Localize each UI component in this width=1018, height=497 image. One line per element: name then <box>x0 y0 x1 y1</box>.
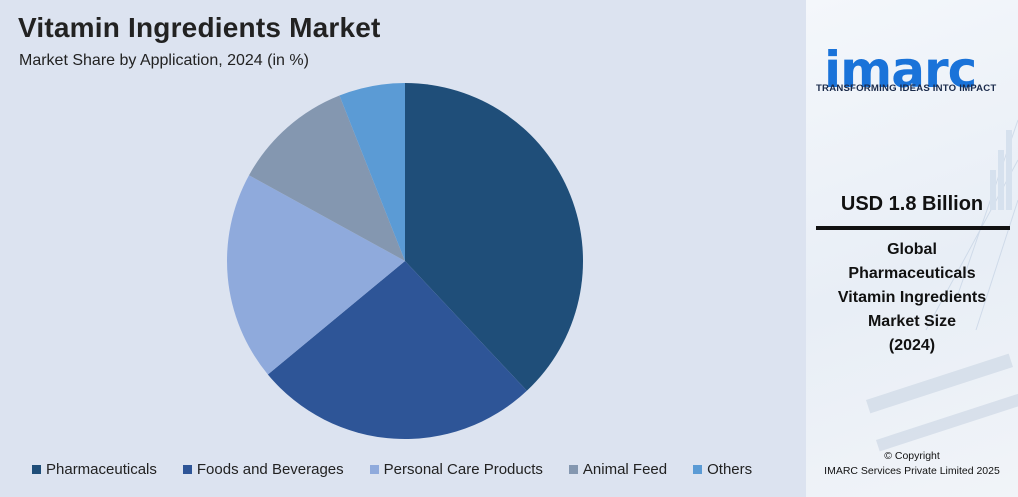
legend-swatch <box>182 464 192 474</box>
legend-label: Others <box>707 460 753 478</box>
divider <box>816 226 1010 230</box>
description-line: Market Size <box>867 313 957 330</box>
legend-label: Personal Care Products <box>383 460 543 478</box>
legend-swatch <box>369 464 379 474</box>
copyright-line: IMARC Services Private Limited 2025 <box>824 465 1000 477</box>
background-decoration <box>866 119 1018 452</box>
chart-legend: Pharmaceuticals Foods and Beverages Person… <box>32 459 778 479</box>
info-sidebar: imarc TRANSFORMING IDEAS INTO IMPACT USD… <box>806 0 1018 497</box>
market-value: USD 1.8 Billion <box>840 193 984 215</box>
description-line: Global <box>887 241 937 258</box>
legend-item: Personal Care Products <box>369 460 543 478</box>
pie-chart <box>227 82 584 440</box>
brand-tagline: TRANSFORMING IDEAS INTO IMPACT <box>816 83 997 94</box>
legend-item: Others <box>693 461 752 478</box>
copyright: © Copyright IMARC Services Private Limit… <box>806 449 1018 479</box>
legend-swatch <box>693 464 703 474</box>
legend-item: Foods and Beverages <box>182 460 344 478</box>
legend-label: Animal Feed <box>582 460 668 478</box>
logo-wordmark: imarc <box>824 41 977 99</box>
pie-slice-pharmaceuticals <box>405 82 584 391</box>
description-line: Pharmaceuticals <box>848 265 976 282</box>
pie-slice-others <box>339 83 405 261</box>
market-description: Global Pharmaceuticals Vitamin Ingredien… <box>806 238 1018 358</box>
legend-swatch <box>568 464 578 474</box>
imarc-logo: imarc <box>814 18 1014 99</box>
pie-slice-animal-feed <box>249 95 405 261</box>
chart-panel: Vitamin Ingredients Market Market Share … <box>0 0 806 497</box>
legend-label: Foods and Beverages <box>196 460 344 478</box>
legend-label: Pharmaceuticals <box>46 460 157 478</box>
copyright-line: © Copyright <box>884 450 940 462</box>
legend-item: Pharmaceuticals <box>32 461 157 478</box>
chart-subtitle: Market Share by Application, 2024 (in %) <box>19 52 309 69</box>
legend-item: Animal Feed <box>568 460 668 478</box>
pie-slice-personal-care-products <box>227 175 405 375</box>
description-line: (2024) <box>888 337 936 354</box>
legend-swatch <box>32 464 41 474</box>
description-line: Vitamin Ingredients <box>837 289 987 306</box>
pie-slice-foods-and-beverages <box>267 261 527 440</box>
chart-title: Vitamin Ingredients Market <box>18 12 381 43</box>
